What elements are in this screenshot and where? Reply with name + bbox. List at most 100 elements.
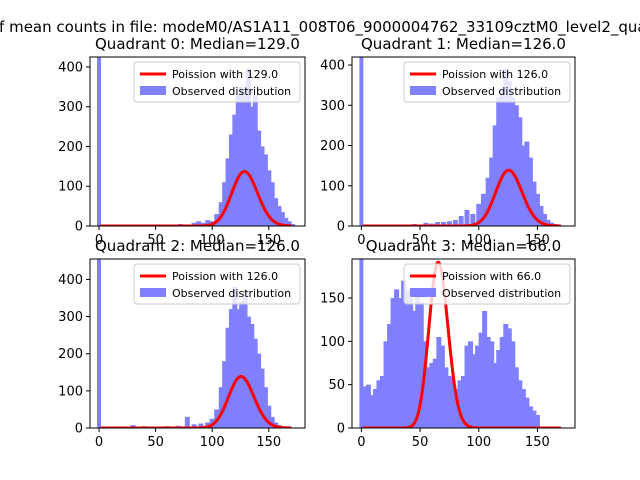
legend-observed-label: Observed distribution (442, 85, 561, 98)
subplot-title: Quadrant 0: Median=129.0 (95, 35, 300, 53)
histogram-bar (418, 302, 424, 428)
histogram-bar (461, 376, 466, 428)
histogram-bar (256, 130, 262, 226)
quadrant-1-subplot: 0 50 100 150 0 100 200 300 400 Quadrant 1: Median… (320, 35, 576, 248)
axes-frame (89, 56, 306, 227)
legend-observed-label: Observed distribution (442, 287, 561, 300)
histogram-bar (492, 363, 498, 428)
histogram-bar (499, 337, 505, 428)
histogram-bar (245, 316, 251, 428)
histogram-bar (252, 94, 258, 226)
histogram-bar (524, 141, 530, 226)
zero-count-bar (97, 259, 102, 428)
histogram-bar (383, 341, 389, 428)
histogram-bar (545, 219, 551, 226)
y-tick-label: 100 (58, 180, 83, 195)
histogram-bar (506, 81, 512, 226)
histogram-bar (249, 106, 255, 226)
x-tick-label: 0 (357, 233, 365, 248)
histogram-bar (480, 193, 486, 226)
histogram-bar (524, 397, 530, 428)
histogram-bar (439, 345, 445, 428)
y-tick-label: 100 (320, 179, 345, 194)
histogram-bar (446, 376, 452, 428)
figure-suptitle: Histogram of mean counts in file: modeM0… (0, 18, 640, 37)
y-tick-label: 0 (75, 422, 83, 437)
histogram-bar (458, 215, 464, 226)
histogram-bar (432, 358, 438, 428)
plot-area (359, 259, 562, 428)
histogram-bar (538, 205, 544, 226)
histogram-bar (531, 181, 537, 226)
histogram-bar (429, 363, 435, 428)
legend-observed-swatch (140, 86, 166, 95)
histogram-bar (225, 158, 231, 226)
axes-frame (89, 258, 306, 429)
histogram-bar (446, 221, 452, 226)
y-tick-label: 200 (58, 347, 83, 362)
histogram-bar (482, 311, 488, 428)
x-tick-label: 100 (200, 435, 225, 450)
histogram-bar (283, 218, 289, 226)
y-tick-label: 200 (58, 140, 83, 155)
histogram-bar (242, 90, 248, 226)
histogram-bar (380, 376, 386, 428)
x-tick-label: 150 (525, 233, 550, 248)
histogram-bar (457, 380, 463, 428)
x-tick-label: 0 (357, 435, 365, 450)
histogram-bar (489, 341, 495, 428)
histogram-bar (470, 213, 476, 226)
histogram-bar (513, 367, 519, 428)
legend-poisson-label: Poission with 129.0 (172, 68, 278, 81)
legend: Poission with 129.0 Observed distribution (133, 61, 301, 103)
histogram-bar (464, 209, 470, 226)
histogram-bar (242, 290, 248, 428)
histogram-bar (191, 424, 197, 428)
histogram-bar (475, 345, 481, 428)
histogram-bar (411, 311, 417, 428)
histogram-bar (279, 212, 285, 226)
y-tick-label: 300 (58, 310, 83, 325)
histogram-bar (235, 94, 241, 226)
x-tick-label: 100 (466, 435, 491, 450)
histogram-bar (191, 222, 197, 226)
subplot-title: Quadrant 1: Median=126.0 (361, 35, 566, 53)
histogram-bar (453, 389, 459, 428)
y-tick-label: 400 (320, 59, 345, 74)
histogram-bar (205, 422, 211, 428)
zero-count-bar (97, 57, 102, 226)
legend-observed-label: Observed distribution (172, 85, 291, 98)
histogram-bar (534, 193, 540, 226)
histogram-bar (441, 221, 447, 226)
histogram-bar (425, 367, 431, 428)
histogram-bar (436, 337, 442, 428)
y-tick-label: 300 (320, 99, 345, 114)
x-tick-label: 150 (256, 435, 281, 450)
legend: Poission with 126.0 Observed distribution (133, 263, 301, 305)
histogram-bar (496, 350, 502, 428)
histogram-bar (222, 182, 228, 226)
histogram-bar (485, 177, 491, 226)
legend-observed-swatch (410, 86, 436, 95)
histogram-bar (476, 203, 482, 226)
quadrant-2-subplot: 0 50 100 150 0 100 200 300 400 Quadrant 2: Median… (58, 237, 306, 450)
histogram-bar (464, 345, 470, 428)
histogram-bar (503, 69, 509, 226)
plot-area (97, 57, 296, 226)
y-tick-label: 100 (58, 384, 83, 399)
x-tick-label: 0 (95, 233, 103, 248)
legend-poisson-label: Poission with 66.0 (442, 270, 541, 283)
y-tick-label: 150 (320, 292, 345, 307)
histogram-bar (468, 341, 474, 428)
histogram-bar (362, 386, 368, 428)
y-tick-label: 400 (58, 60, 83, 75)
histogram-bar (541, 213, 547, 226)
histogram-bar (222, 361, 228, 428)
histogram-bar (513, 105, 519, 226)
histogram-bar (235, 309, 241, 428)
histogram-bar (510, 97, 516, 226)
axes-frame (351, 258, 576, 429)
histogram-bar (198, 423, 204, 428)
histogram-bar (390, 298, 396, 428)
